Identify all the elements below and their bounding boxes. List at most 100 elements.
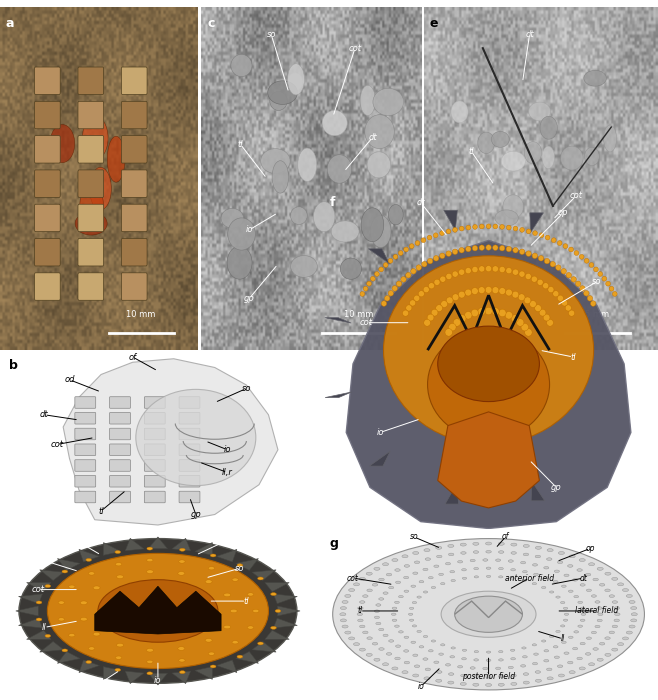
FancyBboxPatch shape	[121, 239, 147, 266]
Ellipse shape	[88, 572, 95, 575]
Ellipse shape	[224, 625, 231, 629]
Text: cot: cot	[570, 191, 583, 200]
Ellipse shape	[612, 578, 618, 580]
Ellipse shape	[136, 389, 256, 486]
Ellipse shape	[270, 593, 276, 596]
Ellipse shape	[322, 111, 347, 136]
FancyBboxPatch shape	[179, 428, 200, 440]
Text: io: io	[417, 682, 424, 691]
Ellipse shape	[440, 253, 445, 258]
Ellipse shape	[451, 101, 468, 122]
Ellipse shape	[360, 291, 365, 296]
Ellipse shape	[577, 657, 582, 660]
Ellipse shape	[612, 601, 618, 603]
Ellipse shape	[386, 652, 392, 655]
Ellipse shape	[531, 276, 538, 282]
Polygon shape	[57, 559, 80, 570]
Polygon shape	[39, 570, 64, 580]
Polygon shape	[443, 210, 457, 230]
Ellipse shape	[441, 582, 445, 584]
Ellipse shape	[384, 262, 388, 267]
Ellipse shape	[147, 648, 153, 652]
Text: ll,r: ll,r	[222, 468, 233, 477]
Ellipse shape	[499, 309, 506, 316]
Ellipse shape	[461, 552, 466, 554]
Ellipse shape	[629, 625, 635, 628]
Ellipse shape	[485, 286, 492, 293]
Ellipse shape	[569, 247, 573, 252]
Polygon shape	[325, 318, 351, 323]
Text: io: io	[154, 676, 162, 685]
Ellipse shape	[580, 286, 585, 291]
Text: tl: tl	[468, 146, 474, 155]
Ellipse shape	[98, 580, 218, 642]
Ellipse shape	[448, 681, 454, 684]
Ellipse shape	[578, 625, 582, 627]
Ellipse shape	[178, 647, 185, 650]
Ellipse shape	[609, 595, 615, 597]
Ellipse shape	[511, 543, 517, 546]
Polygon shape	[445, 484, 459, 504]
Ellipse shape	[512, 291, 519, 298]
Ellipse shape	[506, 267, 512, 274]
Ellipse shape	[138, 636, 145, 640]
Ellipse shape	[547, 558, 552, 561]
Ellipse shape	[544, 566, 549, 569]
Ellipse shape	[138, 594, 146, 599]
Ellipse shape	[381, 301, 387, 307]
Ellipse shape	[557, 665, 563, 668]
Ellipse shape	[423, 568, 428, 570]
Ellipse shape	[436, 304, 442, 312]
Ellipse shape	[428, 258, 433, 264]
Ellipse shape	[221, 209, 243, 228]
Ellipse shape	[556, 631, 560, 633]
Text: 5 mm: 5 mm	[585, 310, 609, 319]
Ellipse shape	[170, 636, 178, 640]
Ellipse shape	[80, 617, 88, 621]
Ellipse shape	[270, 626, 276, 629]
Ellipse shape	[413, 654, 418, 657]
Polygon shape	[346, 240, 631, 528]
Text: tl: tl	[98, 507, 104, 515]
Ellipse shape	[595, 601, 600, 603]
Ellipse shape	[457, 666, 463, 668]
Ellipse shape	[111, 592, 118, 596]
Ellipse shape	[412, 601, 417, 603]
Ellipse shape	[587, 295, 593, 301]
Ellipse shape	[93, 632, 100, 636]
Ellipse shape	[523, 673, 528, 675]
FancyBboxPatch shape	[110, 412, 130, 424]
FancyBboxPatch shape	[110, 397, 130, 408]
Polygon shape	[369, 452, 390, 466]
Ellipse shape	[436, 679, 442, 682]
Ellipse shape	[579, 254, 584, 259]
Text: cot: cot	[360, 318, 373, 327]
Ellipse shape	[486, 567, 491, 569]
Ellipse shape	[459, 248, 465, 253]
Ellipse shape	[513, 269, 519, 275]
Ellipse shape	[462, 568, 467, 571]
Ellipse shape	[170, 623, 178, 627]
Polygon shape	[103, 666, 121, 680]
Ellipse shape	[404, 590, 409, 592]
Polygon shape	[273, 594, 297, 603]
Ellipse shape	[115, 551, 120, 554]
Polygon shape	[265, 630, 290, 639]
Ellipse shape	[473, 675, 478, 678]
Ellipse shape	[563, 619, 568, 621]
Text: gp: gp	[89, 682, 100, 691]
Ellipse shape	[630, 607, 637, 610]
Ellipse shape	[370, 276, 375, 281]
Ellipse shape	[472, 288, 478, 295]
Ellipse shape	[384, 256, 594, 444]
Ellipse shape	[170, 594, 178, 599]
Ellipse shape	[460, 682, 467, 685]
Ellipse shape	[449, 673, 454, 675]
Text: f: f	[329, 196, 335, 209]
Ellipse shape	[413, 572, 418, 575]
Ellipse shape	[605, 653, 611, 657]
Ellipse shape	[586, 637, 592, 639]
Ellipse shape	[331, 221, 359, 242]
Polygon shape	[195, 666, 213, 680]
Ellipse shape	[449, 323, 456, 331]
